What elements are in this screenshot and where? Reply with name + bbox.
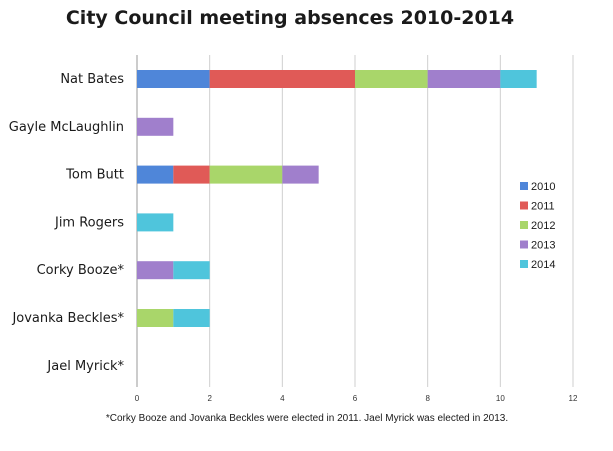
bar-segment — [137, 261, 174, 280]
footnote: *Corky Booze and Jovanka Beckles were el… — [106, 413, 508, 424]
bar-segment — [137, 309, 174, 327]
x-tick-label: 10 — [496, 394, 505, 403]
x-tick-label: 2 — [207, 394, 212, 403]
legend-swatch — [520, 182, 528, 190]
bar-segment — [137, 213, 174, 232]
legend-label: 2013 — [531, 240, 555, 252]
x-tick-label: 8 — [425, 394, 430, 403]
x-tick-label: 12 — [569, 394, 578, 403]
legend-label: 2010 — [531, 181, 555, 193]
gridlines — [136, 55, 574, 387]
category-labels: Nat Bates Gayle McLaughlin Tom Butt Jim Rog… — [9, 72, 125, 374]
x-tick-label: 0 — [135, 394, 140, 403]
bar-segment — [282, 165, 319, 184]
bars — [137, 70, 537, 327]
bar-segment — [173, 261, 210, 280]
chart-title: City Council meeting absences 2010-2014 — [66, 7, 514, 29]
bar-segment — [137, 70, 210, 88]
category-label: Nat Bates — [60, 72, 124, 87]
bar-segment — [427, 70, 501, 88]
bar-segment — [137, 165, 174, 184]
x-tick-label: 4 — [280, 394, 285, 403]
legend-swatch — [520, 240, 528, 249]
x-tick-labels: 0 2 4 6 8 10 12 — [135, 394, 578, 403]
category-label: Jael Myrick* — [46, 359, 124, 374]
legend-swatch — [520, 201, 528, 210]
bar-segment — [209, 165, 283, 184]
legend-label: 2012 — [531, 220, 555, 232]
legend-swatch — [520, 260, 528, 268]
bar-segment — [173, 165, 210, 184]
legend-label: 2014 — [531, 259, 555, 271]
bar-segment — [137, 117, 174, 136]
bar-segment — [500, 70, 537, 88]
category-label: Jovanka Beckles* — [11, 311, 124, 326]
category-label: Jim Rogers — [54, 215, 124, 230]
legend-label: 2011 — [531, 201, 555, 213]
legend: 2010 2011 2012 2013 2014 — [520, 181, 555, 271]
bar-segment — [355, 70, 428, 88]
category-label: Tom Butt — [65, 168, 124, 183]
bar-segment — [173, 309, 210, 327]
category-label: Corky Booze* — [37, 263, 125, 278]
bar-segment — [209, 70, 355, 88]
x-tick-label: 6 — [353, 394, 358, 403]
legend-swatch — [520, 221, 528, 229]
category-label: Gayle McLaughlin — [9, 120, 124, 135]
